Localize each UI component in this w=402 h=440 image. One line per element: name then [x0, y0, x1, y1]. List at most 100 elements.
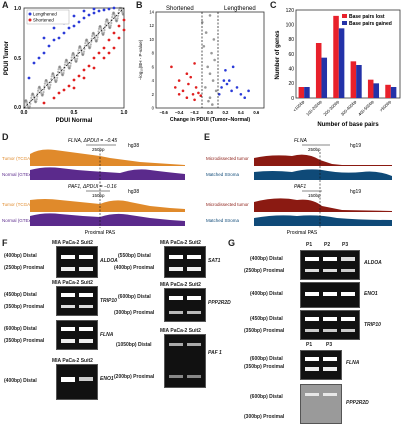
- eno1-gene: ENO1: [100, 376, 114, 382]
- neutral-point: [62, 71, 65, 75]
- shortened-point: [122, 28, 126, 32]
- neutral-point: [50, 75, 53, 78]
- flna-gene: FLNA: [100, 332, 114, 338]
- gel-trip10: [300, 310, 360, 340]
- bar-gained: [390, 87, 397, 98]
- lane-labels: MIA PaCa-2 Suit2: [160, 240, 201, 246]
- neutral-point: [76, 57, 79, 60]
- x-tick: −0.2: [190, 110, 199, 115]
- shortened-point: [185, 96, 189, 100]
- track2-gene: PAF1: [294, 184, 306, 190]
- y-tick-1: 0.5: [14, 56, 21, 62]
- panel-g-label: G: [228, 238, 236, 248]
- x-axis-label: Number of base pairs: [317, 122, 379, 128]
- proximal-pas-label: Proximal PAS: [85, 230, 116, 236]
- neutral-point: [29, 102, 32, 105]
- track1-scale: 250bp: [92, 147, 105, 152]
- shortened-point: [112, 46, 116, 50]
- y-axis-label: −log₁₀(BH - P-value): [138, 39, 143, 80]
- neutral-point: [104, 23, 107, 26]
- neutral-point: [35, 98, 38, 101]
- x-tick-0: 0.0: [21, 110, 28, 116]
- neutral-point: [55, 78, 58, 82]
- bar-lost: [367, 79, 374, 98]
- x-axis-label: Change in PDUI (Tumor–Normal): [170, 117, 251, 123]
- x-tick: 300-400bp: [340, 99, 358, 117]
- x-tick-2: 1.0: [121, 110, 128, 116]
- track1-tumor-label: Microdissected tumor: [206, 156, 249, 161]
- lane-labels: MIA PaCa-2 Suit2: [160, 282, 201, 288]
- neutral-point: [23, 103, 26, 107]
- neutral-point: [25, 100, 28, 103]
- shortened-point: [112, 31, 116, 35]
- gel-trip10: [56, 286, 98, 316]
- flna-proximal: (350bp) Proximal: [4, 338, 45, 344]
- lengthened-point: [239, 92, 243, 96]
- neutral-point: [60, 70, 63, 73]
- track1-normal-label: Normal (GTEx): [2, 172, 33, 177]
- lengthened-point: [102, 8, 106, 12]
- neutral-point: [116, 14, 120, 17]
- flna-gene: FLNA: [346, 360, 360, 366]
- lengthened-point: [224, 68, 227, 72]
- neutral-point: [120, 6, 123, 10]
- not-significant-point: [210, 51, 213, 55]
- trip10-gene: TRIP10: [364, 322, 381, 328]
- shortened-point: [72, 78, 76, 82]
- panel-e-coverage-tracks: FLNA hg19 250bp Microdissected tumor Mat…: [206, 138, 392, 236]
- lane-p2: P2: [324, 242, 331, 248]
- shortened-point: [191, 92, 195, 96]
- neutral-point: [46, 81, 49, 84]
- y-tick: 60: [288, 52, 294, 58]
- neutral-point: [104, 20, 107, 23]
- lane-labels: MIA PaCa-2 Suit2: [52, 240, 93, 246]
- gel-aldoa: [300, 250, 360, 280]
- panel-a-label: A: [2, 0, 9, 10]
- ppp2r2d-proximal: (300bp) Proximal: [114, 310, 155, 316]
- neutral-point: [82, 50, 86, 53]
- neutral-point: [42, 90, 45, 94]
- track2-tumor-label: Tumor (TCGA): [2, 202, 32, 207]
- lengthened-point: [52, 26, 56, 30]
- flna-distal: (600bp) Distal: [250, 356, 283, 362]
- gel-ppp2r2d: [300, 384, 342, 424]
- y-tick: 40: [288, 66, 294, 72]
- lengthened-point: [82, 16, 86, 20]
- eno1-distal: (400bp) Distal: [4, 378, 37, 384]
- panel-f-label: F: [2, 238, 8, 248]
- track2-assembly: hg38: [128, 189, 139, 195]
- neutral-point: [116, 19, 119, 22]
- neutral-point: [68, 66, 72, 69]
- neutral-point: [73, 57, 77, 60]
- lengthened-point: [67, 26, 71, 30]
- neutral-point: [36, 89, 40, 92]
- neutral-point: [106, 19, 109, 22]
- lane-labels: MIA PaCa-2 Suit2: [160, 328, 201, 334]
- shortened-point: [197, 91, 200, 95]
- bar-gained: [356, 65, 362, 98]
- neutral-point: [113, 15, 117, 18]
- bar-gained: [338, 28, 345, 98]
- neutral-point: [90, 37, 93, 40]
- panel-b: B Shortened Lengthened −0.6 −0.4 −0.2 0.0 0.…: [134, 0, 268, 130]
- lengthened-point: [92, 7, 96, 11]
- lengthened-point: [87, 13, 91, 17]
- neutral-point: [32, 94, 35, 97]
- neutral-point: [63, 63, 67, 66]
- shortened-point: [107, 51, 111, 55]
- neutral-point: [30, 96, 33, 99]
- not-significant-point: [204, 86, 207, 89]
- gel-paf1: [164, 334, 206, 388]
- lane-p3: P3: [342, 242, 349, 248]
- lengthened-point: [32, 61, 36, 65]
- ppp2r2d-distal: (600bp) Distal: [118, 294, 151, 300]
- neutral-point: [110, 21, 113, 25]
- track1-stroma-label: Matched Stroma: [206, 172, 240, 177]
- trip10-distal: (450bp) Distal: [250, 316, 283, 322]
- aldoa-proximal: (250bp) Proximal: [4, 265, 45, 271]
- neutral-point: [48, 86, 52, 89]
- bar-gained: [321, 57, 328, 98]
- neutral-point: [122, 13, 125, 16]
- neutral-point: [36, 92, 39, 95]
- trip10-gene: TRIP10: [100, 298, 117, 304]
